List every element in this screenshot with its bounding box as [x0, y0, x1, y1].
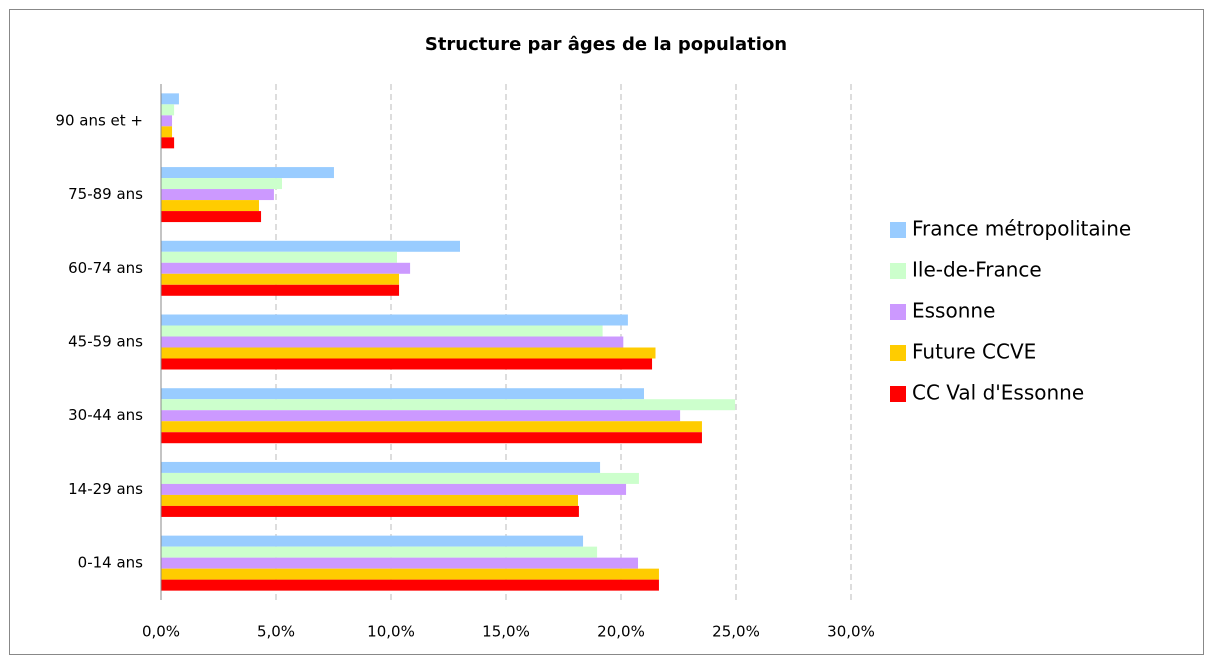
y-tick-label: 0-14 ans: [78, 554, 144, 572]
bar: [161, 115, 173, 127]
y-tick-label: 90 ans et +: [55, 111, 143, 129]
bar: [161, 410, 681, 422]
legend-swatch: [890, 345, 906, 361]
bar: [161, 461, 601, 473]
bar: [161, 358, 653, 370]
bar: [161, 262, 411, 274]
bar: [161, 325, 603, 337]
bar: [161, 579, 659, 591]
bar: [161, 505, 579, 517]
legend-swatch: [890, 304, 906, 320]
legend-label: CC Val d'Essonne: [912, 381, 1084, 405]
bar: [161, 399, 736, 411]
x-tick-label: 20,0%: [597, 623, 645, 641]
bar: [161, 200, 259, 212]
y-tick-label: 45-59 ans: [68, 333, 143, 351]
y-tick-label: 75-89 ans: [68, 185, 143, 203]
bar: [161, 347, 656, 359]
bar: [161, 178, 282, 190]
y-tick-label: 60-74 ans: [68, 259, 143, 277]
legend-label: Essonne: [912, 299, 995, 323]
x-tick-label: 10,0%: [367, 623, 415, 641]
bar: [161, 388, 644, 400]
bar: [161, 483, 627, 495]
bar: [161, 251, 397, 263]
legend-swatch: [890, 386, 906, 402]
bar: [161, 421, 702, 433]
bar: [161, 240, 460, 252]
y-tick-label: 14-29 ans: [68, 480, 143, 498]
bar: [161, 432, 702, 444]
bar: [161, 189, 274, 201]
bar: [161, 93, 179, 105]
bar: [161, 167, 334, 179]
bar: [161, 557, 639, 569]
bar: [161, 211, 262, 223]
bar: [161, 535, 584, 547]
x-tick-label: 30,0%: [827, 623, 875, 641]
legend-label: Future CCVE: [912, 340, 1036, 364]
x-tick-label: 25,0%: [712, 623, 760, 641]
bar: [161, 284, 400, 296]
y-tick-label: 30-44 ans: [68, 406, 143, 424]
legend-swatch: [890, 263, 906, 279]
bar: [161, 494, 578, 506]
x-tick-label: 15,0%: [482, 623, 530, 641]
chart-title: Structure par âges de la population: [425, 34, 787, 55]
bar: [161, 126, 173, 138]
bar: [161, 273, 400, 285]
bar: [161, 104, 175, 116]
bar: [161, 336, 624, 348]
bar: [161, 137, 175, 149]
x-tick-label: 0,0%: [142, 623, 180, 641]
legend-label: Ile-de-France: [912, 258, 1042, 282]
bar: [161, 314, 628, 326]
bar: [161, 472, 639, 484]
bar: [161, 568, 659, 580]
bar: [161, 546, 598, 558]
legend-swatch: [890, 222, 906, 238]
legend-label: France métropolitaine: [912, 217, 1131, 241]
x-tick-label: 5,0%: [257, 623, 295, 641]
